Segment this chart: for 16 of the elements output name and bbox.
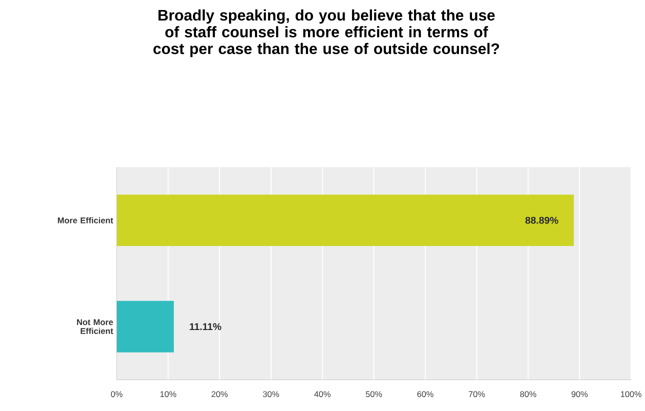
data-label: 11.11% [190, 322, 222, 330]
y-tick-label: Not More Efficient [77, 319, 114, 334]
x-tick-label: 20% [212, 390, 228, 397]
chart-title: Broadly speaking, do you believe that the use of staff counsel is more efficient in terms of cost per case than the use of outside counsel? [153, 9, 500, 57]
x-tick-label: 60% [417, 390, 434, 397]
x-tick-label: 80% [520, 390, 536, 397]
x-tick-label: 40% [314, 390, 331, 397]
x-tick-label: 50% [366, 390, 382, 397]
data-label: 88.89% [525, 216, 558, 224]
x-tick-label: 10% [160, 390, 176, 397]
x-tick-label: 0% [110, 390, 122, 397]
x-tick-label: 30% [262, 390, 280, 397]
x-tick-label: 100% [620, 390, 642, 397]
x-tick-label: 70% [468, 390, 485, 397]
y-tick-label: More Efficient [58, 217, 114, 224]
x-tick-label: 90% [572, 390, 588, 397]
